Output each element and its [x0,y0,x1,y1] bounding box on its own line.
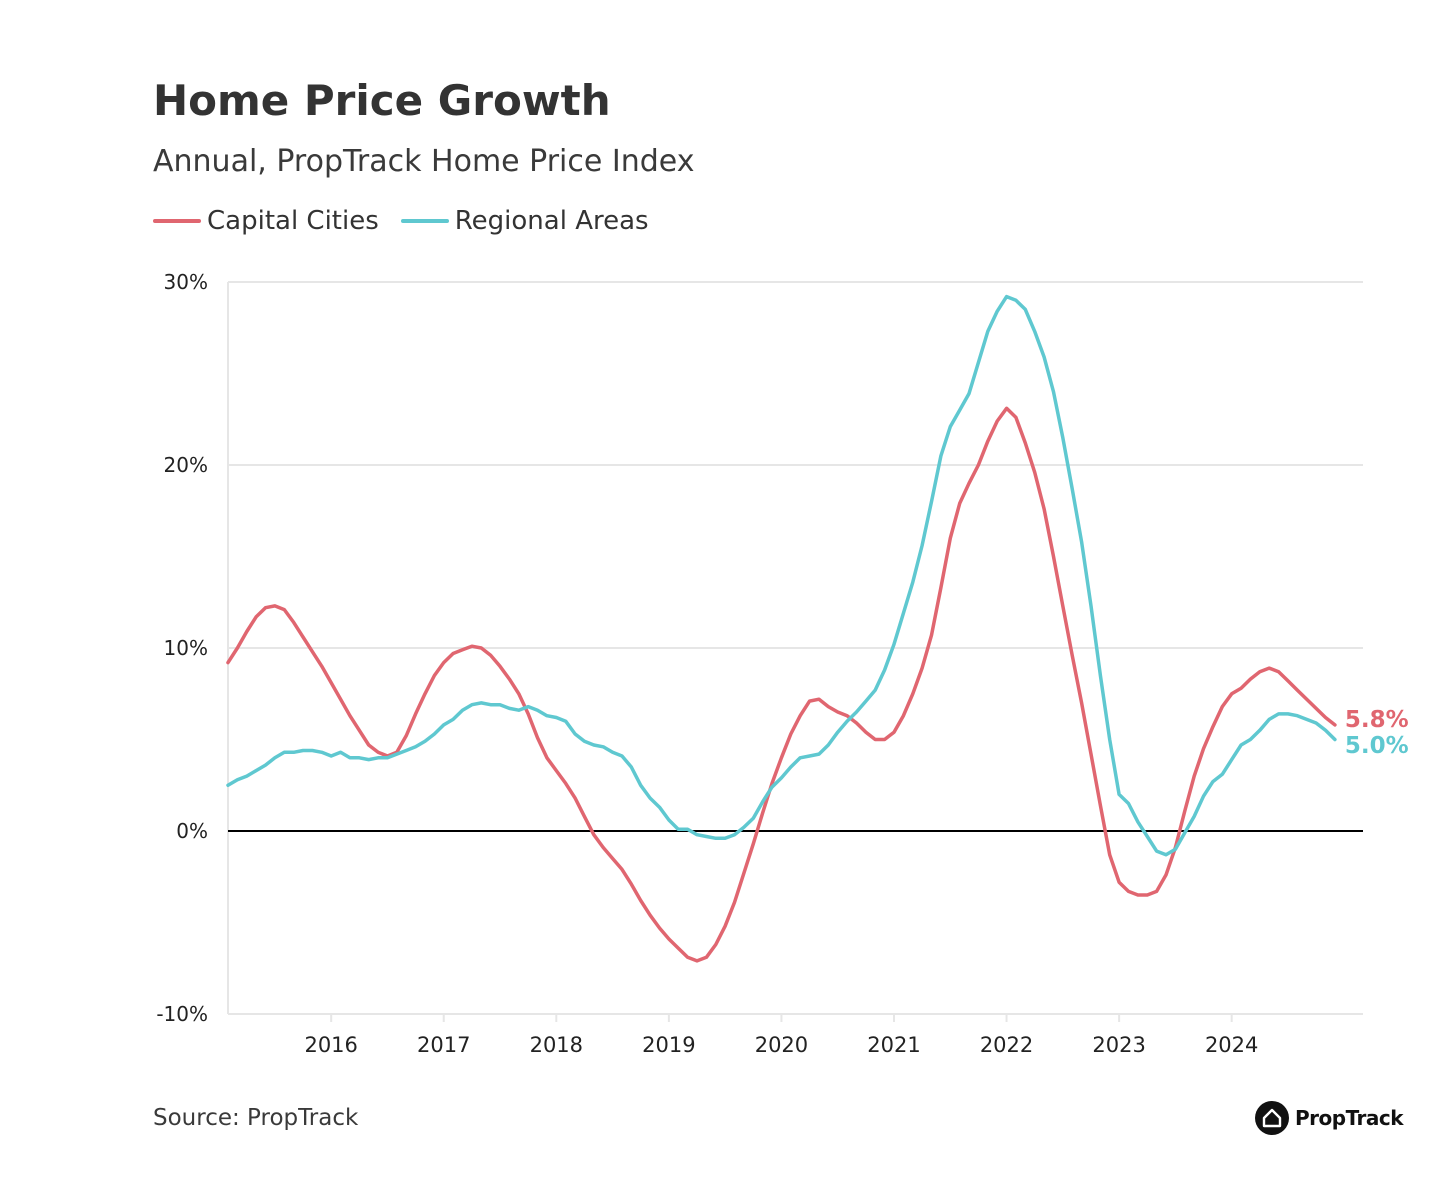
source-note: Source: PropTrack [153,1105,359,1131]
chart-subtitle: Annual, PropTrack Home Price Index [153,144,695,179]
x-tick-label: 2021 [867,1033,920,1057]
legend-item-regional-areas: Regional Areas [400,206,649,236]
brand-name: PropTrack [1295,1106,1404,1130]
y-tick-label: 30% [164,270,208,294]
y-tick-label: 20% [164,453,208,477]
legend-label-capital-cities: Capital Cities [207,206,379,236]
end-value-label: 5.8% [1345,707,1409,733]
y-tick-label: -10% [156,1002,208,1026]
series-line-capital-cities [226,406,1337,963]
x-tick-label: 2018 [530,1033,583,1057]
x-tick-label: 2016 [304,1033,357,1057]
legend-item-capital-cities: Capital Cities [153,206,379,236]
y-tick-label: 10% [164,636,208,660]
end-value-label: 5.0% [1345,733,1409,759]
legend-swatch-regional-areas [400,219,449,223]
chart-title: Home Price Growth [153,76,611,125]
x-tick-label: 2024 [1205,1033,1258,1057]
y-tick-label: 0% [176,819,208,843]
legend-swatch-capital-cities [153,219,201,223]
x-tick-label: 2017 [417,1033,470,1057]
proptrack-logo: PropTrack [1255,1101,1404,1135]
x-tick-label: 2023 [1092,1033,1145,1057]
series-line-regional-areas [226,294,1337,857]
x-tick-label: 2022 [980,1033,1033,1057]
x-tick-label: 2020 [755,1033,808,1057]
legend-label-regional-areas: Regional Areas [454,206,649,236]
x-tick-label: 2019 [642,1033,695,1057]
house-icon [1255,1101,1289,1135]
chart-legend: Capital Cities Regional Areas [153,206,671,236]
